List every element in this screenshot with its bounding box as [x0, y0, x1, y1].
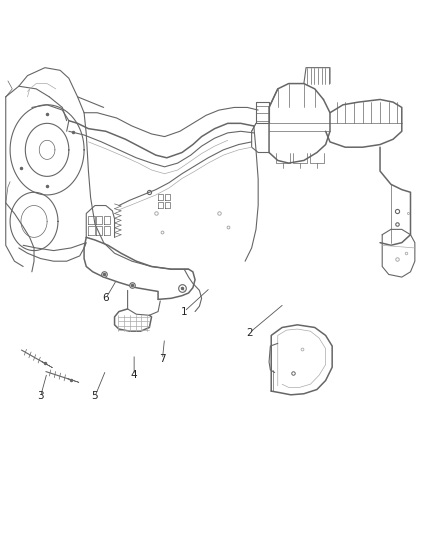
Text: 3: 3: [37, 391, 44, 401]
Text: 2: 2: [246, 328, 253, 338]
Text: 7: 7: [159, 354, 166, 364]
Text: 5: 5: [92, 391, 98, 401]
Text: 6: 6: [102, 293, 109, 303]
Text: 1: 1: [181, 306, 187, 317]
Text: 4: 4: [131, 370, 138, 380]
